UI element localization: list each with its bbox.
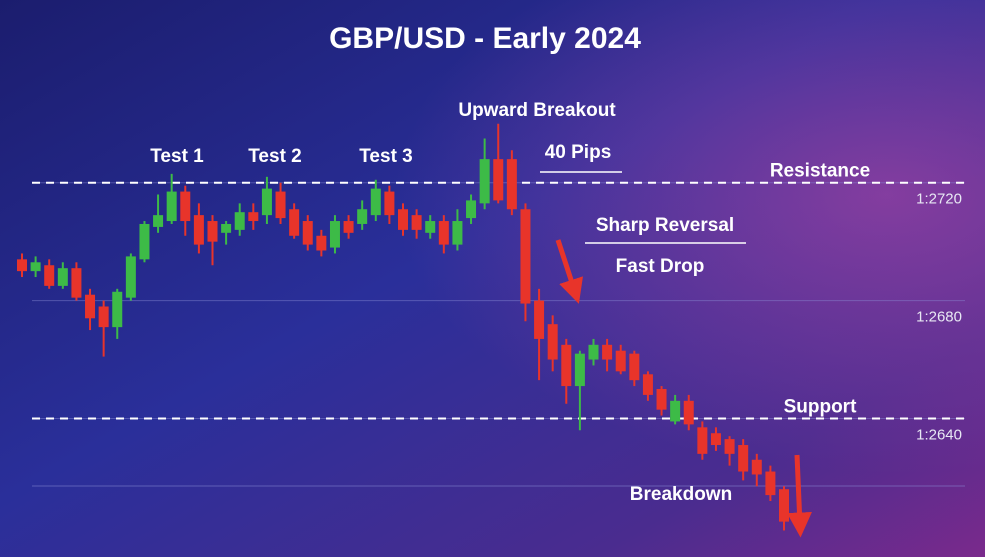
candle-body [180, 191, 191, 222]
candle-body [670, 400, 681, 422]
candle-body [574, 353, 585, 387]
annotation: Sharp Reversal [596, 215, 734, 236]
annotation: Upward Breakout [458, 100, 616, 121]
candle-body [779, 489, 789, 522]
candle-body [398, 209, 408, 230]
y-tick-label: 1:2720 [916, 191, 962, 208]
y-tick-label: 1:2640 [916, 426, 962, 443]
candle-body [466, 200, 477, 219]
candle-body [302, 221, 313, 245]
annotation: 40 Pips [545, 142, 612, 163]
candle-body [343, 221, 354, 233]
candle-body [98, 306, 109, 328]
candle-body [289, 209, 300, 236]
candle-body [139, 223, 150, 260]
candle-body [30, 262, 41, 272]
candle-body [44, 265, 55, 286]
candle-body [207, 221, 218, 242]
level-label: Resistance [770, 161, 870, 182]
candle-body [57, 268, 68, 286]
candle-body [547, 324, 558, 360]
arrow [786, 454, 812, 538]
candle-body [329, 221, 340, 248]
candle-body [85, 294, 96, 319]
y-tick-label: 1:2680 [916, 309, 962, 326]
candle-body [357, 209, 368, 224]
candle-body [153, 215, 164, 227]
candle-body [506, 159, 517, 210]
candle-body [724, 439, 735, 454]
candle-body [166, 191, 177, 222]
candle-body [765, 471, 776, 496]
candle-body [71, 268, 82, 298]
candle-body [316, 235, 327, 251]
candle-body [588, 344, 599, 360]
candle-body [193, 215, 204, 245]
annotation: Breakdown [630, 484, 732, 505]
candle-body [112, 291, 123, 328]
candle-body [425, 221, 436, 233]
candle-body [615, 350, 626, 372]
candle-body [275, 191, 286, 219]
candle-body [411, 215, 422, 230]
candle-body [17, 259, 27, 272]
candle-body [629, 353, 640, 381]
candle-body [452, 221, 463, 245]
candle-body [248, 212, 259, 222]
candle-body [534, 300, 545, 339]
candle-body [602, 344, 613, 360]
annotation: Test 3 [359, 146, 413, 167]
annotation: Test 2 [248, 146, 302, 167]
candle-body [125, 256, 136, 298]
candle-body [221, 223, 232, 233]
candle-body [710, 433, 721, 446]
annotation: Test 1 [150, 146, 204, 167]
candle-body [438, 221, 449, 245]
candle-body [642, 374, 653, 395]
candle-body [520, 209, 531, 304]
candle-body [479, 159, 490, 204]
candle-body [697, 427, 708, 454]
candle-body [261, 188, 272, 216]
candle-body [234, 212, 245, 230]
candle-body [656, 389, 667, 410]
candles [17, 123, 789, 531]
candle-body [751, 459, 762, 475]
level-label: Support [784, 397, 857, 418]
candle-body [384, 191, 395, 216]
candle-body [738, 445, 749, 472]
candle-body [493, 159, 504, 201]
candle-body [561, 344, 572, 387]
annotation: Fast Drop [616, 256, 705, 277]
arrow [555, 239, 583, 304]
candle-body [683, 400, 694, 425]
chart-title: GBP/USD - Early 2024 [329, 22, 641, 55]
candle-body [370, 188, 381, 216]
